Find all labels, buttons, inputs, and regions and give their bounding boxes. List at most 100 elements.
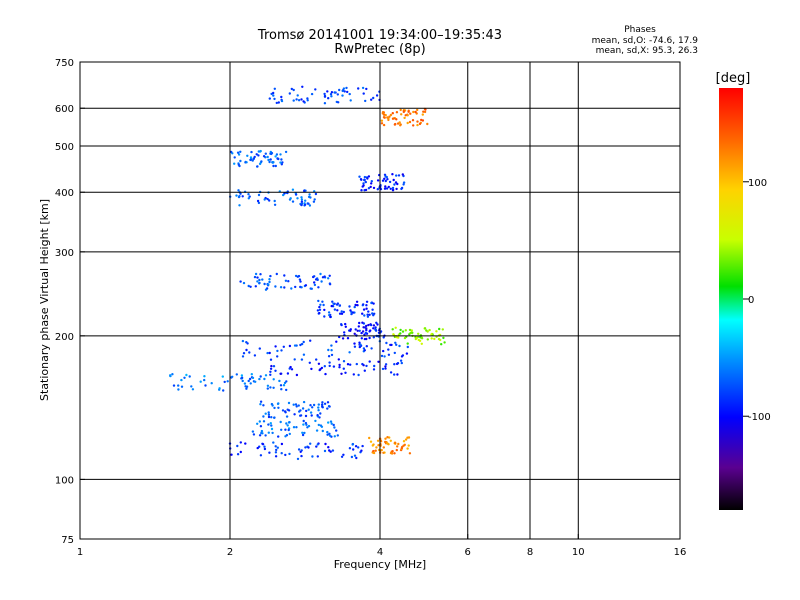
echo-point-3 [218, 387, 221, 390]
colorbar-tick-label: 0 [748, 295, 754, 306]
echo-point-9 [273, 199, 276, 203]
echo-point-11 [360, 189, 363, 192]
echo-point-4 [342, 360, 346, 363]
echo-point-1 [315, 429, 319, 432]
echo-point-1 [326, 433, 329, 436]
echo-point-0 [360, 449, 363, 452]
echo-point-3 [244, 385, 247, 388]
colorbar-tick-label: 100 [748, 178, 767, 189]
echo-point-15 [371, 444, 374, 447]
echo-point-7 [329, 315, 332, 319]
echo-point-2 [285, 415, 289, 418]
echo-point-11 [395, 174, 398, 177]
echo-point-13 [437, 337, 441, 341]
echo-point-2 [326, 401, 330, 404]
echo-point-9 [273, 203, 277, 206]
echo-point-13 [399, 332, 402, 335]
echo-point-1 [259, 425, 263, 428]
echo-point-0 [331, 449, 335, 452]
echo-point-8 [242, 281, 246, 285]
echo-point-1 [285, 422, 288, 425]
x-axis-label: Frequency [MHz] [334, 558, 426, 571]
echo-point-7 [365, 307, 368, 310]
echo-point-3 [259, 375, 262, 378]
echo-point-2 [267, 413, 271, 416]
echo-point-4 [372, 368, 376, 371]
echo-point-12 [323, 95, 327, 98]
echo-point-2 [321, 401, 324, 404]
echo-point-10 [252, 157, 256, 160]
echo-point-2 [311, 406, 314, 409]
echo-point-3 [222, 389, 225, 392]
echo-point-10 [239, 159, 242, 163]
echo-point-13 [401, 330, 405, 333]
echo-point-1 [258, 434, 262, 437]
echo-point-9 [282, 193, 285, 197]
echo-point-9 [304, 199, 307, 202]
echo-point-5 [241, 339, 245, 343]
y-tick-label: 400 [55, 188, 74, 199]
echo-point-3 [203, 378, 206, 382]
echo-point-3 [266, 384, 270, 387]
echo-point-7 [318, 308, 322, 311]
echo-point-5 [248, 351, 251, 354]
echo-point-0 [316, 455, 319, 458]
echo-point-8 [323, 275, 326, 278]
echo-point-0 [361, 444, 364, 448]
echo-point-3 [172, 384, 176, 387]
echo-point-4 [396, 373, 399, 376]
echo-point-4 [346, 363, 350, 366]
echo-point-8 [263, 282, 266, 286]
echo-point-2 [301, 407, 305, 410]
echo-point-4 [384, 367, 387, 370]
echo-point-6 [369, 323, 373, 327]
echo-point-2 [317, 409, 320, 412]
echo-point-11 [376, 188, 379, 191]
echo-point-7 [322, 303, 325, 307]
x-tick-label: 6 [465, 547, 471, 558]
echo-point-0 [297, 448, 301, 451]
echo-point-0 [353, 454, 357, 457]
echo-point-7 [336, 309, 339, 312]
echo-point-1 [270, 424, 273, 427]
echo-point-10 [284, 150, 288, 154]
echo-point-4 [393, 363, 396, 366]
echo-point-3 [241, 379, 244, 383]
echo-point-1 [280, 428, 283, 431]
echo-point-15 [380, 448, 383, 452]
echo-point-12 [375, 94, 379, 97]
echo-point-14 [416, 123, 419, 127]
echo-point-9 [313, 198, 316, 201]
echo-point-4 [384, 363, 388, 366]
echo-point-15 [391, 450, 394, 453]
echo-point-1 [269, 422, 272, 425]
echo-point-6 [382, 336, 385, 339]
echo-point-0 [340, 455, 344, 458]
echo-point-14 [380, 122, 384, 125]
echo-point-6 [374, 328, 377, 331]
data-points-layer [169, 85, 446, 461]
echo-point-1 [307, 424, 311, 428]
echo-point-7 [323, 308, 326, 312]
echo-point-3 [191, 388, 195, 391]
echo-point-9 [257, 201, 261, 205]
echo-point-12 [323, 92, 326, 96]
echo-point-1 [330, 422, 333, 425]
echo-point-2 [259, 400, 263, 403]
echo-point-0 [239, 450, 242, 454]
echo-point-12 [272, 91, 275, 95]
echo-point-12 [338, 88, 341, 92]
echo-point-10 [257, 150, 260, 153]
echo-point-8 [264, 288, 268, 291]
echo-point-1 [252, 433, 256, 436]
echo-point-15 [400, 447, 403, 450]
echo-point-11 [359, 178, 363, 181]
echo-point-8 [275, 272, 278, 276]
echo-point-15 [393, 452, 396, 455]
x-axis-ticks: 1 2 4 6 8 10 16 [77, 534, 686, 558]
echo-point-3 [180, 385, 184, 388]
echo-point-5 [245, 348, 248, 352]
echo-point-4 [290, 368, 294, 371]
echo-point-12 [280, 99, 284, 103]
echo-point-5 [380, 354, 384, 358]
